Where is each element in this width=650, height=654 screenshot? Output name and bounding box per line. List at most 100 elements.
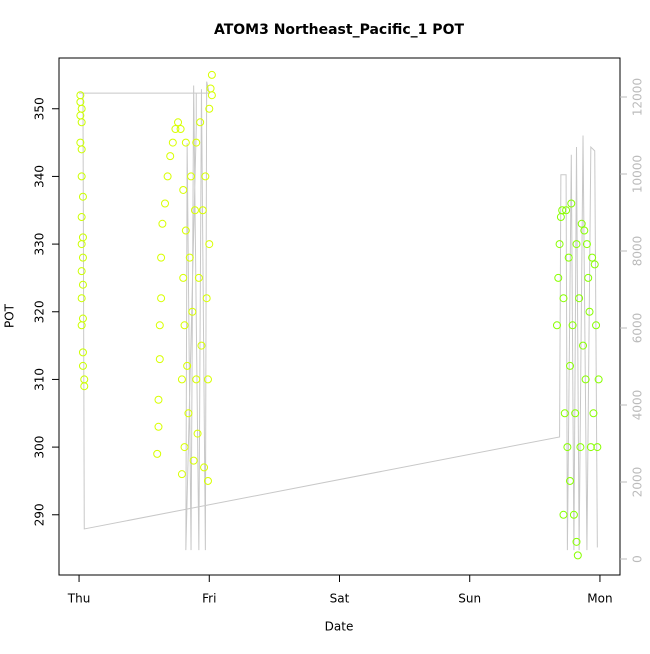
point <box>161 199 170 208</box>
point <box>579 341 588 350</box>
point <box>77 213 86 222</box>
y-tick-label: 320 <box>33 300 47 323</box>
point <box>552 321 561 330</box>
point <box>565 361 574 370</box>
point <box>80 382 89 391</box>
point <box>181 138 190 147</box>
point <box>554 273 563 282</box>
point <box>582 240 591 249</box>
x-tick-label: Thu <box>67 592 91 606</box>
point <box>207 91 216 100</box>
point <box>154 395 163 404</box>
x-tick-label: Sat <box>330 592 350 606</box>
point <box>563 443 572 452</box>
point <box>593 443 602 452</box>
point <box>203 476 212 485</box>
point <box>197 341 206 350</box>
y2-tick-label: 0 <box>631 555 645 563</box>
point <box>153 449 162 458</box>
point <box>194 273 203 282</box>
point <box>77 267 86 276</box>
point <box>77 240 86 249</box>
y2-tick-label: 6000 <box>631 313 645 344</box>
point <box>589 409 598 418</box>
y-tick-label: 330 <box>33 233 47 256</box>
point <box>157 294 166 303</box>
point <box>78 348 87 357</box>
point <box>559 510 568 519</box>
y-tick-label: 290 <box>33 503 47 526</box>
point <box>201 172 210 181</box>
point <box>77 294 86 303</box>
point <box>188 307 197 316</box>
point <box>78 280 87 289</box>
point <box>154 422 163 431</box>
point <box>565 476 574 485</box>
point <box>168 138 177 147</box>
point <box>179 185 188 194</box>
point <box>158 219 167 228</box>
point <box>77 118 86 127</box>
x-tick-label: Mon <box>587 592 612 606</box>
point <box>155 355 164 364</box>
point <box>177 470 186 479</box>
point <box>78 361 87 370</box>
point <box>180 443 189 452</box>
point <box>183 361 192 370</box>
x-tick-label: Sun <box>458 592 481 606</box>
point <box>187 172 196 181</box>
point <box>174 118 183 127</box>
point <box>179 273 188 282</box>
point <box>202 294 211 303</box>
point <box>198 206 207 215</box>
point <box>580 226 589 235</box>
y-tick-label: 310 <box>33 368 47 391</box>
x-axis-label: Date <box>325 620 354 634</box>
point <box>567 199 576 208</box>
y2-tick-label: 8000 <box>631 236 645 267</box>
point <box>77 172 86 181</box>
point <box>166 152 175 161</box>
point <box>171 125 180 134</box>
point <box>200 463 209 472</box>
point <box>592 321 601 330</box>
point <box>77 145 86 154</box>
point <box>185 253 194 262</box>
point <box>192 138 201 147</box>
point <box>577 219 586 228</box>
y2-tick-label: 10000 <box>631 155 645 193</box>
y2-tick-label: 4000 <box>631 390 645 421</box>
point <box>205 104 214 113</box>
point <box>78 253 87 262</box>
point <box>572 240 581 249</box>
point <box>571 409 580 418</box>
point <box>564 253 573 262</box>
point <box>78 192 87 201</box>
point <box>189 456 198 465</box>
point <box>155 321 164 330</box>
point <box>590 260 599 269</box>
point <box>184 409 193 418</box>
point <box>568 321 577 330</box>
point <box>573 551 582 560</box>
point <box>192 375 201 384</box>
point <box>584 273 593 282</box>
point <box>157 253 166 262</box>
point <box>177 375 186 384</box>
y2-tick-label: 12000 <box>631 78 645 116</box>
point <box>588 253 597 262</box>
point <box>190 206 199 215</box>
point <box>575 294 584 303</box>
point <box>594 375 603 384</box>
point <box>585 307 594 316</box>
y-tick-label: 350 <box>33 97 47 120</box>
point <box>569 510 578 519</box>
point <box>203 375 212 384</box>
point <box>558 206 567 215</box>
y2-tick-label: 2000 <box>631 467 645 498</box>
y-axis-label: POT <box>3 303 17 328</box>
point <box>559 294 568 303</box>
point <box>181 226 190 235</box>
